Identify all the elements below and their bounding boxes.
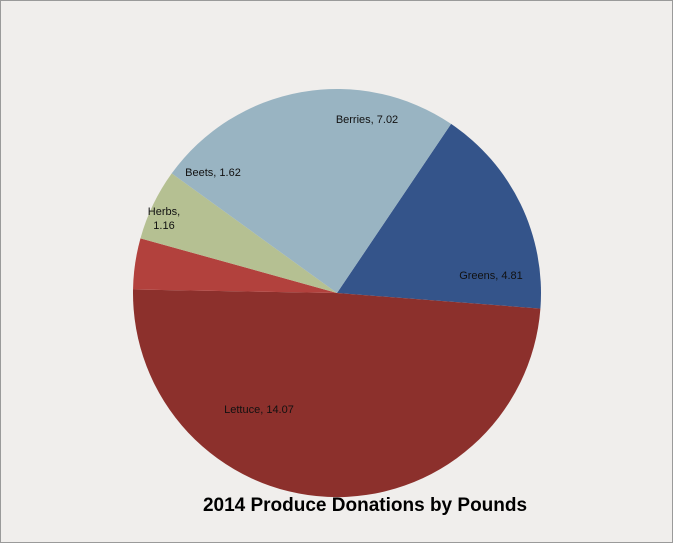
pie-slice-herbs [133,238,337,293]
pie-slice-berries [171,89,452,293]
data-label-greens: Greens, 4.81 [459,270,523,282]
data-label-herbs: Herbs, 1.16 [148,206,180,232]
pie-slice-greens [337,123,542,309]
pie-slice-beets [140,173,337,293]
data-label-berries: Berries, 7.02 [336,114,398,126]
data-label-lettuce: Lettuce, 14.07 [224,404,294,416]
chart-title: 2014 Produce Donations by Pounds [202,495,528,516]
pie-slice-lettuce [132,289,541,498]
data-label-beets: Beets, 1.62 [185,167,241,179]
